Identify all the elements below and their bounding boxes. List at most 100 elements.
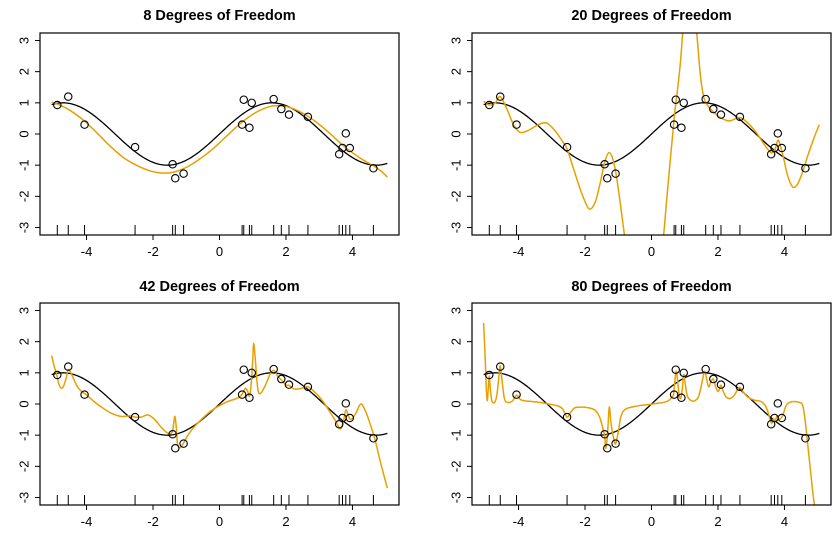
y-tick-label: 1 — [17, 369, 32, 376]
data-point — [245, 393, 254, 403]
data-point — [179, 439, 188, 448]
y-tick-label: -1 — [449, 429, 464, 441]
panel-80df: -4 -2 0 2 4 -3 -2 -1 0 1 2 3 — [449, 302, 832, 529]
data-point — [562, 142, 572, 152]
data-point — [735, 112, 745, 122]
x-tick-label: 2 — [282, 514, 289, 529]
data-point — [611, 439, 620, 448]
data-point — [671, 95, 681, 104]
data-point — [303, 112, 313, 122]
y-tick-label: 3 — [449, 37, 464, 44]
data-point — [171, 174, 180, 183]
y-tick-label: -3 — [449, 222, 464, 234]
panel-title-20df: 20 Degrees of Freedom — [571, 8, 732, 24]
x-tick-label: 2 — [282, 244, 289, 259]
data-point — [716, 110, 726, 119]
x-tick-label: 4 — [781, 514, 788, 529]
x-tick-label: 4 — [349, 514, 356, 529]
true-function-curve — [483, 102, 820, 166]
data-point — [611, 169, 620, 178]
y-tick-label: 3 — [17, 307, 32, 314]
curves-group — [483, 33, 821, 235]
y-tick-label: 2 — [17, 68, 32, 75]
data-point — [237, 120, 247, 129]
data-point — [341, 129, 351, 138]
data-point — [669, 390, 679, 399]
data-point — [247, 368, 256, 378]
panel-42df: -4 -2 0 2 4 -3 -2 -1 0 1 2 3 — [17, 302, 400, 529]
data-point — [369, 164, 378, 173]
data-point — [64, 362, 73, 371]
data-point — [245, 123, 254, 133]
data-point — [671, 365, 681, 374]
y-tick-label: -2 — [449, 191, 464, 203]
data-point — [277, 104, 286, 114]
y-tick-label: 2 — [449, 68, 464, 75]
x-tick-label: -2 — [147, 244, 159, 259]
data-point — [284, 380, 294, 389]
plot-box — [471, 32, 832, 236]
plot-box — [39, 32, 400, 236]
true-function-curve — [51, 102, 388, 166]
data-point — [603, 444, 612, 453]
x-tick-label: 4 — [781, 244, 788, 259]
data-point — [677, 123, 686, 133]
y-tick-label: -3 — [17, 222, 32, 234]
true-function-curve — [51, 372, 388, 436]
x-tick-label: -4 — [81, 514, 93, 529]
y-tick-label: 0 — [449, 400, 464, 407]
panel-title-42df: 42 Degrees of Freedom — [139, 279, 300, 295]
y-tick-label: 0 — [17, 400, 32, 407]
data-point — [341, 399, 351, 408]
data-point — [512, 120, 521, 129]
data-point — [168, 429, 177, 439]
data-point — [284, 110, 294, 119]
x-tick-label: 2 — [714, 244, 721, 259]
data-point — [485, 100, 494, 110]
data-point — [735, 382, 745, 392]
y-tick-label: 3 — [449, 307, 464, 314]
data-point — [709, 104, 718, 114]
data-point — [496, 362, 505, 371]
y-tick-label: 1 — [449, 99, 464, 106]
y-tick-label: 3 — [17, 37, 32, 44]
y-tick-label: -1 — [17, 429, 32, 441]
y-tick-label: -3 — [17, 492, 32, 504]
y-tick-label: -1 — [17, 159, 32, 171]
data-point — [709, 374, 718, 384]
x-tick-label: -4 — [81, 244, 93, 259]
data-point — [716, 380, 726, 389]
y-tick-label: -3 — [449, 492, 464, 504]
x-tick-label: 0 — [648, 244, 655, 259]
data-point — [701, 94, 710, 104]
data-point — [600, 159, 609, 169]
data-point — [669, 120, 679, 129]
data-point — [485, 370, 494, 380]
data-point — [277, 374, 286, 384]
data-point — [53, 100, 62, 110]
data-point — [562, 412, 572, 422]
x-tick-label: -4 — [513, 514, 525, 529]
y-tick-label: 1 — [449, 369, 464, 376]
plot-box — [471, 302, 832, 506]
x-tick-label: -4 — [513, 244, 525, 259]
data-point — [600, 429, 609, 439]
y-tick-label: -2 — [449, 461, 464, 473]
data-point — [679, 368, 688, 378]
x-tick-label: -2 — [147, 514, 159, 529]
data-point — [512, 390, 521, 399]
plot-box — [39, 302, 400, 506]
x-tick-label: -2 — [579, 244, 591, 259]
data-point — [130, 412, 140, 422]
spline-fit-curve — [482, 322, 816, 505]
y-tick-label: 1 — [17, 99, 32, 106]
x-tick-label: 0 — [216, 514, 223, 529]
data-point — [496, 92, 505, 101]
curves-group — [482, 322, 820, 505]
data-point — [80, 120, 89, 129]
data-point — [677, 393, 686, 403]
y-tick-label: -2 — [17, 191, 32, 203]
y-tick-label: 0 — [449, 130, 464, 137]
data-point — [345, 143, 355, 153]
